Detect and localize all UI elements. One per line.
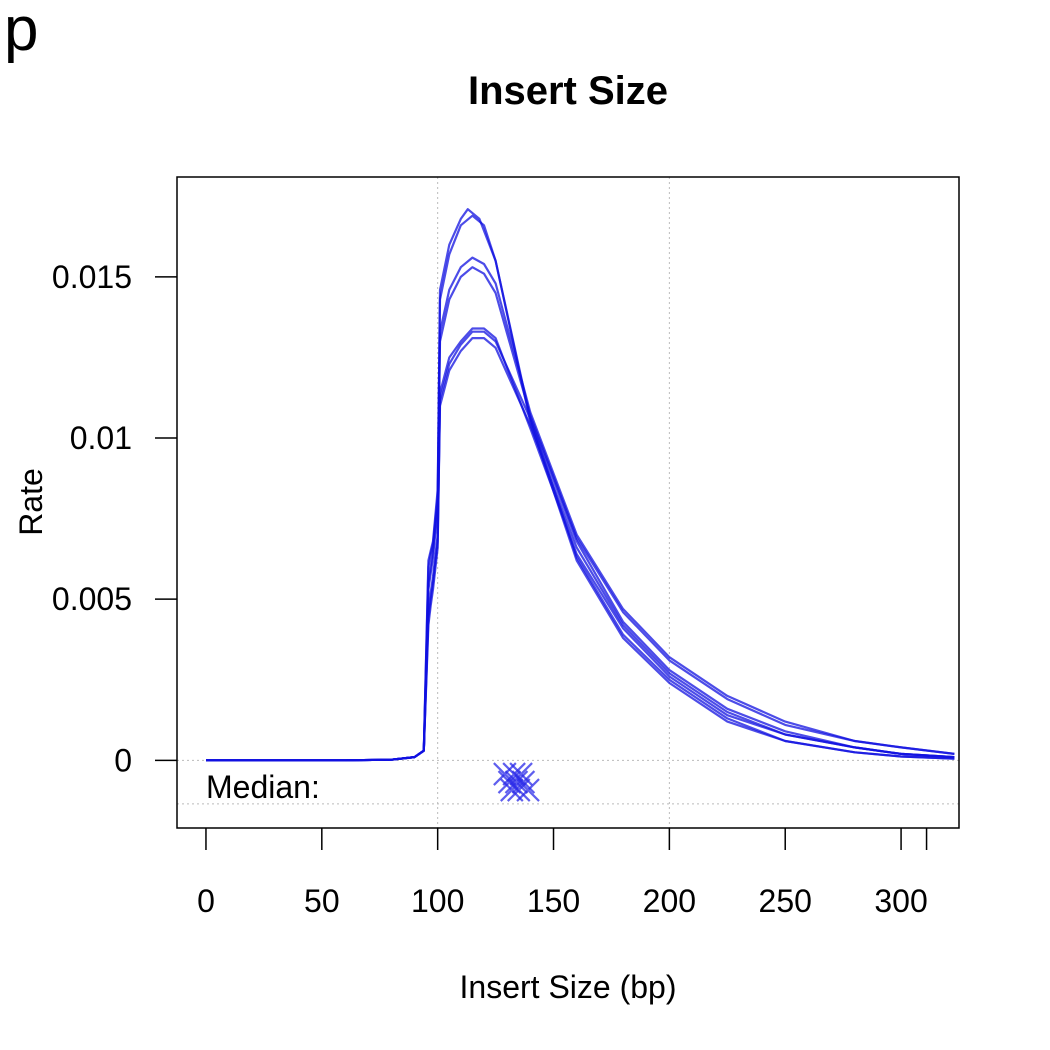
x-tick-label-0: 0 xyxy=(197,883,215,919)
y-tick-label-2: 0.01 xyxy=(70,420,132,456)
y-axis-label: Rate xyxy=(13,468,49,536)
chart-title: Insert Size xyxy=(468,69,668,113)
y-tick-label-3: 0.015 xyxy=(52,259,132,295)
series-line-6 xyxy=(206,327,955,762)
median-label: Median: xyxy=(206,769,320,805)
x-tick-label-2: 100 xyxy=(411,883,464,919)
y-tick-label-0: 0 xyxy=(114,742,132,778)
panel-letter: p xyxy=(4,0,39,64)
median-marker-7 xyxy=(511,770,536,794)
x-axis-label: Insert Size (bp) xyxy=(460,969,677,1005)
median-marker-4 xyxy=(504,770,529,794)
y-tick-label-1: 0.005 xyxy=(52,581,132,617)
x-tick-label-5: 250 xyxy=(759,883,812,919)
x-tick-label-6: 300 xyxy=(874,883,927,919)
x-tick-label-1: 50 xyxy=(304,883,340,919)
grid xyxy=(177,177,959,828)
series-line-1 xyxy=(206,214,955,762)
series-line-4 xyxy=(206,330,955,762)
x-tick-label-3: 150 xyxy=(527,883,580,919)
x-tick-label-4: 200 xyxy=(643,883,696,919)
series-line-3 xyxy=(206,266,955,762)
series-line-0 xyxy=(206,208,955,762)
median-markers xyxy=(493,762,540,802)
median-marker-8 xyxy=(516,778,540,802)
series-line-2 xyxy=(206,256,955,762)
y-axis: 0 0.005 0.01 0.015 xyxy=(52,259,177,778)
plot-frame xyxy=(176,176,960,829)
series-layer xyxy=(206,208,955,762)
median-marker-6 xyxy=(509,762,533,786)
x-axis: 0 50 100 150 200 250 300 xyxy=(197,828,928,919)
